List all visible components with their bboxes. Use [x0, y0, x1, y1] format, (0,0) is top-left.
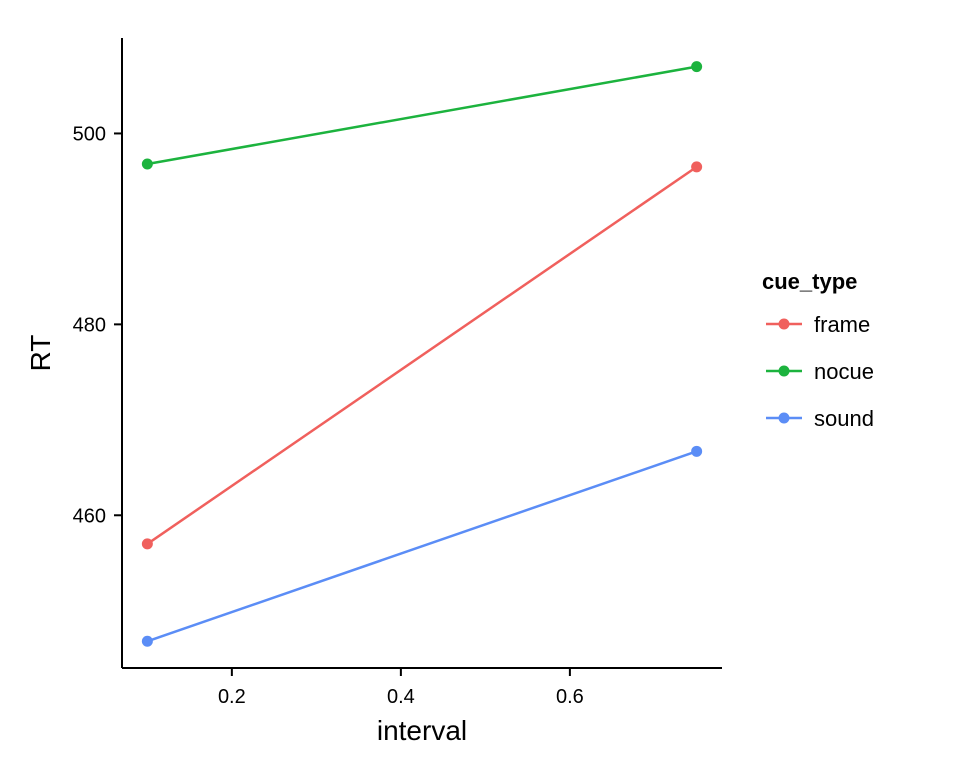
data-point-nocue [691, 61, 703, 73]
legend-key-point [778, 412, 790, 424]
legend-key-point [778, 365, 790, 377]
data-point-frame [141, 538, 153, 550]
x-axis-title: interval [377, 715, 467, 746]
legend-label-nocue: nocue [814, 359, 874, 384]
legend-label-frame: frame [814, 312, 870, 337]
axes: 0.2 0.4 0.6 460 480 500 [73, 38, 722, 708]
legend-title: cue_type [762, 269, 857, 294]
x-tick-label: 0.4 [387, 686, 415, 708]
y-axis-title: RT [25, 335, 56, 372]
data-point-sound [141, 635, 153, 647]
data-point-sound [691, 445, 703, 457]
series-line-nocue [147, 65, 697, 166]
series-line-sound [146, 450, 698, 643]
series-line-frame [146, 165, 698, 545]
legend: cue_type frame nocue sound [762, 269, 874, 431]
x-tick-label: 0.2 [218, 686, 246, 708]
legend-key-point [778, 318, 790, 330]
x-tick-label: 0.6 [556, 686, 584, 708]
plot-area [141, 61, 703, 647]
y-tick-label: 480 [73, 314, 106, 336]
legend-label-sound: sound [814, 406, 874, 431]
data-point-nocue [141, 158, 153, 170]
data-point-frame [691, 161, 703, 173]
y-tick-label: 460 [73, 505, 106, 527]
y-tick-label: 500 [73, 123, 106, 145]
